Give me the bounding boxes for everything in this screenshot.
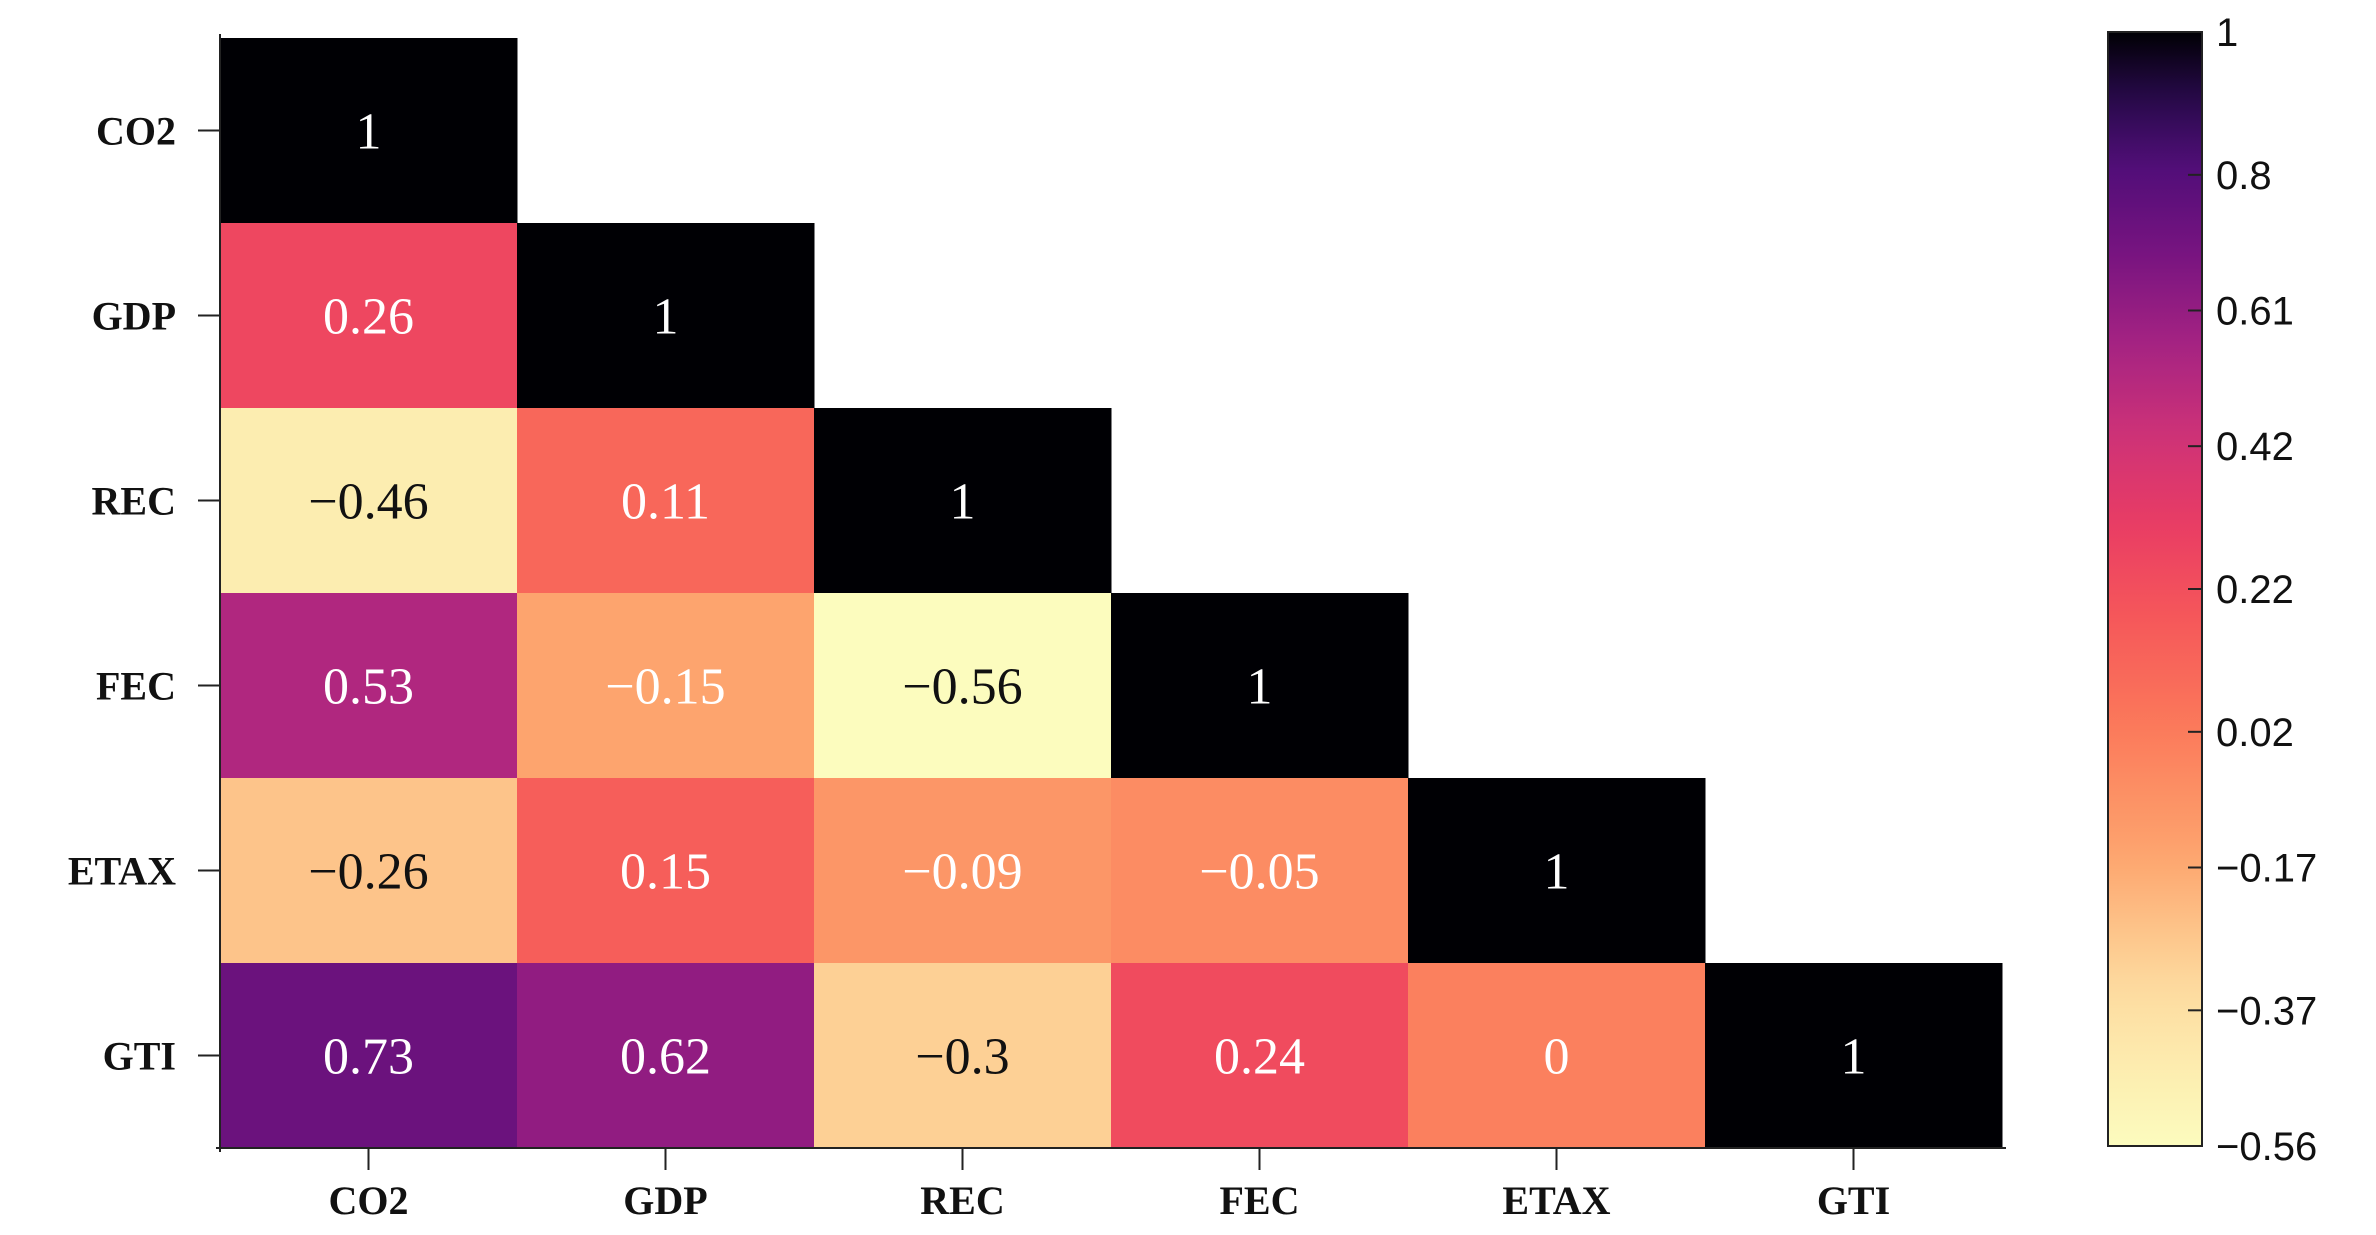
heatmap-cell-fec-co2: [220, 593, 518, 779]
heatmap-cell-label: 0: [1544, 1029, 1570, 1086]
colorbar-gradient: [2107, 31, 2203, 1147]
heatmap-cell-label: 0.53: [323, 659, 414, 716]
heatmap-cell-label: 1: [1841, 1029, 1867, 1086]
heatmap-cell-label: 1: [653, 289, 679, 346]
y-tick-label-etax: ETAX: [68, 849, 176, 894]
heatmap-cell-label: −0.26: [308, 844, 428, 901]
colorbar-tick-label: −0.56: [2216, 1125, 2317, 1169]
heatmap-cell-fec-rec: [814, 593, 1112, 779]
x-tick-label-gdp: GDP: [623, 1178, 707, 1223]
x-tick-label-gti: GTI: [1817, 1178, 1890, 1223]
colorbar: 1 0.8 0.61 0.42 0.22 0.02 −0.17 −0.37 −0.56: [2107, 11, 2317, 1169]
heatmap-cell-label: 0.26: [323, 289, 414, 346]
heatmap-cell-rec-co2: [220, 408, 518, 594]
heatmap-cell-label: 1: [356, 104, 382, 161]
heatmap-cell-label: 1: [1544, 844, 1570, 901]
colorbar-tick-label: 1: [2216, 11, 2238, 55]
heatmap-cell-label: 1: [950, 474, 976, 531]
heatmap-cell-label: −0.09: [902, 844, 1022, 901]
heatmap-cell-label: 0.73: [323, 1029, 414, 1086]
heatmap-cell-etax-co2: [220, 778, 518, 964]
heatmap-cell-label: 0.11: [621, 474, 710, 531]
heatmap-cell-gti-gdp: [517, 963, 815, 1149]
colorbar-tick-label: 0.22: [2216, 568, 2294, 612]
heatmap-cells: 1 0.26 1 −0.46 0.11 1 0.53 −0.15 −0.56 1 −0.26 0.15…: [220, 38, 2003, 1149]
heatmap-cell-co2-co2: [220, 38, 518, 224]
heatmap-cell-fec-gdp: [517, 593, 815, 779]
heatmap-cell-etax-fec: [1111, 778, 1409, 964]
heatmap-cell-label: −0.56: [902, 659, 1022, 716]
y-tick-label-co2: CO2: [96, 109, 176, 154]
colorbar-tick-label: 0.61: [2216, 290, 2294, 334]
colorbar-tick-label: 0.02: [2216, 711, 2294, 755]
x-tick-label-co2: CO2: [329, 1178, 409, 1223]
heatmap-cell-gti-gti: [1705, 963, 2003, 1149]
heatmap-cell-label: −0.46: [308, 474, 428, 531]
heatmap-cell-gti-fec: [1111, 963, 1409, 1149]
y-tick-label-rec: REC: [92, 479, 176, 524]
heatmap-cell-label: 0.15: [620, 844, 711, 901]
heatmap-cell-label: 1: [1247, 659, 1273, 716]
heatmap-cell-gti-co2: [220, 963, 518, 1149]
x-tick-label-etax: ETAX: [1502, 1178, 1610, 1223]
heatmap-cell-etax-etax: [1408, 778, 1706, 964]
heatmap-cell-fec-fec: [1111, 593, 1409, 779]
heatmap-cell-gti-etax: [1408, 963, 1706, 1149]
heatmap-cell-gti-rec: [814, 963, 1112, 1149]
heatmap-cell-label: 0.24: [1214, 1029, 1305, 1086]
colorbar-tick-label: 0.42: [2216, 425, 2294, 469]
heatmap-cell-rec-gdp: [517, 408, 815, 594]
heatmap-cell-gdp-gdp: [517, 223, 815, 409]
heatmap-cell-label: −0.3: [915, 1029, 1009, 1086]
heatmap-cell-label: −0.15: [605, 659, 725, 716]
x-tick-label-rec: REC: [920, 1178, 1004, 1223]
x-tick-label-fec: FEC: [1220, 1178, 1300, 1223]
colorbar-tick-label: −0.37: [2216, 989, 2317, 1033]
y-tick-label-fec: FEC: [96, 664, 176, 709]
y-tick-label-gti: GTI: [103, 1034, 176, 1079]
heatmap-cell-etax-rec: [814, 778, 1112, 964]
heatmap-cell-etax-gdp: [517, 778, 815, 964]
heatmap-cell-label: −0.05: [1199, 844, 1319, 901]
y-tick-label-gdp: GDP: [92, 294, 176, 339]
heatmap-axes: CO2 GDP REC FEC ETAX GTI CO2 GDP REC FEC ETAX GTI: [68, 34, 2006, 1223]
heatmap-cell-rec-rec: [814, 408, 1112, 594]
colorbar-tick-label: 0.8: [2216, 154, 2272, 198]
colorbar-tick-label: −0.17: [2216, 847, 2317, 891]
heatmap-cell-gdp-co2: [220, 223, 518, 409]
heatmap-cell-label: 0.62: [620, 1029, 711, 1086]
